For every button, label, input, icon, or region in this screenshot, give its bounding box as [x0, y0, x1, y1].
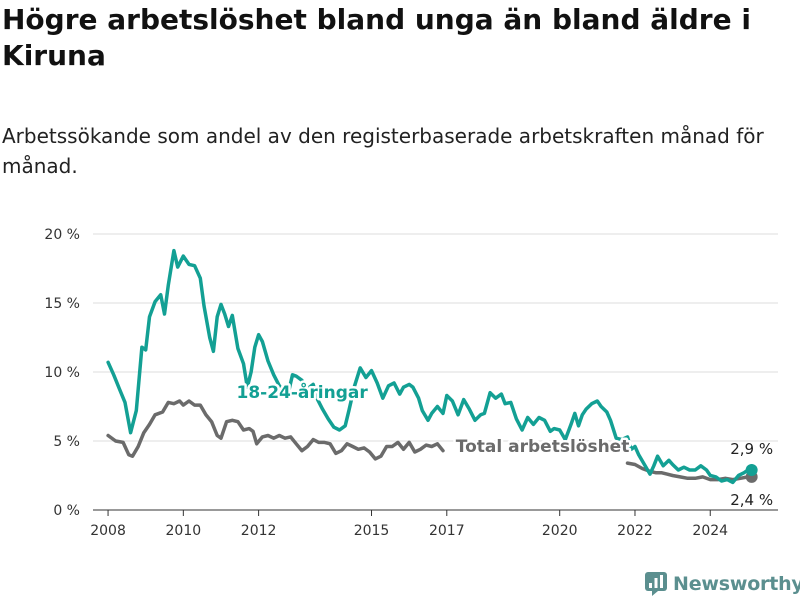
series-line-18-24-aringar — [106, 248, 754, 485]
x-tick-label: 2020 — [542, 523, 578, 539]
y-tick-label: 0 % — [53, 503, 80, 519]
series-label-total-arbetsloshet-halo: Total arbetslöshet — [456, 437, 630, 457]
x-tick-label: 2022 — [617, 523, 653, 539]
x-tick-label: 2008 — [90, 523, 126, 539]
y-tick-label: 10 % — [44, 365, 80, 381]
y-tick-label: 20 % — [44, 227, 80, 243]
endpoint-18-24-aringar — [745, 463, 758, 476]
x-tick-label: 2015 — [354, 523, 390, 539]
x-tick-label: 2024 — [692, 523, 728, 539]
y-tick-label: 15 % — [44, 296, 80, 312]
x-tick-label: 2012 — [241, 523, 277, 539]
end-value-label-total-arbetsloshet: 2,4 % — [730, 491, 773, 509]
end-value-label-18-24-aringar: 2,9 % — [730, 440, 773, 458]
y-tick-label: 5 % — [53, 434, 80, 450]
series-label-18-24-aringar-halo: 18-24-åringar — [237, 381, 369, 403]
series-line-total-arbetsloshet — [106, 399, 445, 461]
chart-subtitle: Arbetssökande som andel av den registerb… — [2, 124, 764, 178]
x-tick-label: 2010 — [166, 523, 202, 539]
x-tick-label: 2017 — [429, 523, 465, 539]
series-label-18-24-aringar: 18-24-åringar — [237, 381, 369, 403]
chart-title: Högre arbetslöshet bland unga än bland ä… — [2, 3, 751, 72]
newsworthy-logo-icon — [645, 572, 667, 596]
newsworthy-logo-text: Newsworthy — [673, 573, 800, 595]
series-label-total-arbetsloshet: Total arbetslöshet — [456, 437, 630, 457]
newsworthy-logo: Newsworthy — [645, 571, 800, 597]
